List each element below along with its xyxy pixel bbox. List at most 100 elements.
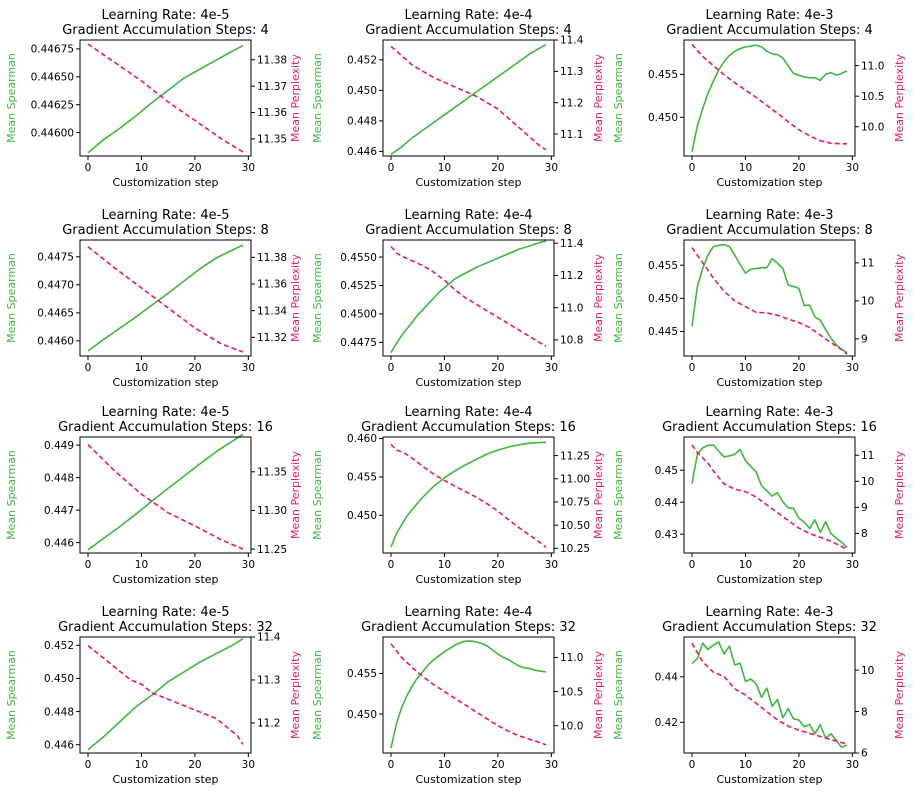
left-tick-label: 0.4500 xyxy=(340,309,377,321)
perplexity-line xyxy=(390,245,547,347)
x-tick-label: 10 xyxy=(739,362,752,374)
left-tick-label: 0.448 xyxy=(347,116,377,128)
perplexity-line xyxy=(87,43,244,153)
x-axis-label: Customization step xyxy=(716,376,822,389)
left-tick-label: 0.450 xyxy=(648,112,678,124)
left-tick-label: 0.448 xyxy=(44,472,74,484)
plot-frame xyxy=(382,239,555,357)
right-tick-label: 10.5 xyxy=(861,91,884,103)
left-tick-label: 0.44 xyxy=(655,497,679,509)
x-tick-label: 0 xyxy=(689,559,696,571)
x-axis-label: Customization step xyxy=(112,376,218,389)
x-axis-label: Customization step xyxy=(415,176,521,189)
right-tick-label: 11.2 xyxy=(560,97,583,109)
left-tick-label: 0.4470 xyxy=(37,280,74,292)
right-tick-label: 11.2 xyxy=(257,718,280,730)
left-axis-label: Mean Spearman xyxy=(5,650,18,740)
right-tick-label: 11.1 xyxy=(560,129,583,141)
perplexity-line xyxy=(691,43,847,145)
x-tick-label: 0 xyxy=(388,162,395,174)
right-tick-label: 11.34 xyxy=(257,305,287,317)
right-tick-label: 10.25 xyxy=(560,543,590,555)
left-tick-label: 0.4475 xyxy=(37,252,74,264)
right-tick-label: 8 xyxy=(861,528,868,540)
plot-frame xyxy=(79,239,252,357)
spearman-line xyxy=(390,240,547,354)
x-tick-label: 0 xyxy=(388,559,395,571)
plot-frame xyxy=(683,436,856,554)
plot-frame xyxy=(683,239,856,357)
subplot-title-learning-rate: Learning Rate: 4e-4 xyxy=(404,605,532,620)
x-axis-label: Customization step xyxy=(112,773,218,786)
left-tick-label: 0.448 xyxy=(44,706,74,718)
subplot-title-grad-accum: Gradient Accumulation Steps: 4 xyxy=(62,23,269,38)
right-tick-label: 11.3 xyxy=(560,66,583,78)
right-tick-label: 11.4 xyxy=(257,632,281,644)
left-tick-label: 0.455 xyxy=(648,260,678,272)
left-tick-label: 0.452 xyxy=(347,55,377,67)
right-axis-label: Mean Perplexity xyxy=(592,54,605,142)
left-tick-label: 0.450 xyxy=(648,293,678,305)
left-axis-label: Mean Spearman xyxy=(311,253,324,343)
plot-frame xyxy=(683,39,856,157)
left-tick-label: 0.44650 xyxy=(31,72,74,84)
x-tick-label: 0 xyxy=(85,559,92,571)
right-tick-label: 11.36 xyxy=(257,279,287,291)
right-tick-label: 10.0 xyxy=(560,720,583,732)
spearman-line xyxy=(390,43,547,156)
left-tick-label: 0.450 xyxy=(347,85,377,97)
perplexity-line xyxy=(390,45,547,151)
subplot-title-grad-accum: Gradient Accumulation Steps: 8 xyxy=(666,223,873,238)
subplot-title-grad-accum: Gradient Accumulation Steps: 8 xyxy=(365,223,572,238)
right-tick-label: 11.35 xyxy=(257,467,287,479)
right-tick-label: 10.5 xyxy=(560,686,583,698)
right-tick-label: 10 xyxy=(861,296,874,308)
right-axis-label: Mean Perplexity xyxy=(289,254,302,342)
subplot-title-grad-accum: Gradient Accumulation Steps: 4 xyxy=(365,23,572,38)
right-tick-label: 11 xyxy=(861,450,874,462)
right-axis-label: Mean Perplexity xyxy=(893,651,906,739)
left-tick-label: 0.450 xyxy=(44,673,74,685)
right-tick-label: 11.3 xyxy=(257,675,280,687)
subplot-title-learning-rate: Learning Rate: 4e-5 xyxy=(101,8,229,23)
x-tick-label: 0 xyxy=(388,362,395,374)
right-tick-label: 10 xyxy=(861,665,874,677)
subplot-title-learning-rate: Learning Rate: 4e-3 xyxy=(705,208,833,223)
left-tick-label: 0.452 xyxy=(44,640,74,652)
plot-frame xyxy=(382,39,555,157)
x-tick-label: 30 xyxy=(846,362,859,374)
x-tick-label: 20 xyxy=(188,759,201,771)
right-tick-label: 11.30 xyxy=(257,505,287,517)
left-tick-label: 0.450 xyxy=(347,510,377,522)
left-tick-label: 0.4525 xyxy=(340,280,377,292)
x-tick-label: 20 xyxy=(491,162,504,174)
left-axis-label: Mean Spearman xyxy=(311,650,324,740)
x-tick-label: 30 xyxy=(545,162,558,174)
left-tick-label: 0.42 xyxy=(655,717,678,729)
right-tick-label: 11.36 xyxy=(257,107,287,119)
left-tick-label: 0.450 xyxy=(347,709,377,721)
x-tick-label: 30 xyxy=(846,759,859,771)
x-tick-label: 10 xyxy=(739,559,752,571)
left-tick-label: 0.44625 xyxy=(31,99,74,111)
left-axis-label: Mean Spearman xyxy=(311,53,324,143)
left-axis-label: Mean Spearman xyxy=(5,450,18,540)
x-tick-label: 20 xyxy=(491,362,504,374)
spearman-line xyxy=(87,44,244,154)
x-tick-label: 20 xyxy=(188,162,201,174)
plot-frame xyxy=(79,39,252,157)
subplot-title-learning-rate: Learning Rate: 4e-4 xyxy=(404,208,532,223)
left-axis-label: Mean Spearman xyxy=(612,53,625,143)
perplexity-line xyxy=(691,642,848,745)
left-axis-label: Mean Spearman xyxy=(5,253,18,343)
spearman-line xyxy=(691,444,848,549)
left-tick-label: 0.44 xyxy=(655,672,679,684)
x-tick-label: 0 xyxy=(85,162,92,174)
perplexity-line xyxy=(87,644,244,745)
left-tick-label: 0.45 xyxy=(655,465,678,477)
